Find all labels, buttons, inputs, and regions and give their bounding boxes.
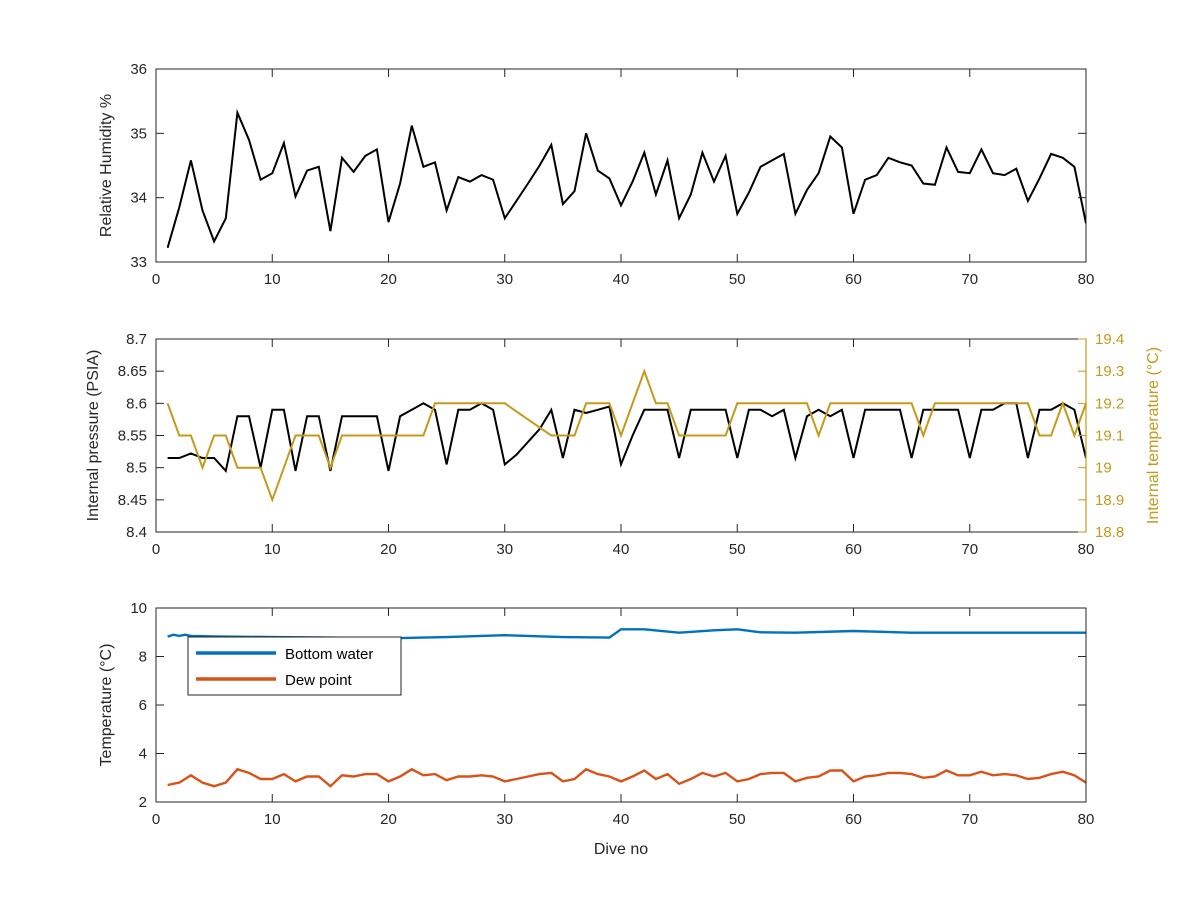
x-tick-label: 30 (496, 271, 513, 288)
y-tick-label: 36 (130, 61, 147, 78)
y-axis-label: Internal pressure (PSIA) (85, 350, 102, 522)
y2-tick-label: 19.1 (1095, 428, 1124, 445)
y-tick-label: 35 (130, 125, 147, 142)
y-tick-label: 8.7 (126, 331, 147, 348)
x-tick-label: 80 (1078, 541, 1095, 558)
x-tick-label: 50 (729, 811, 746, 828)
y-tick-label: 8.65 (118, 363, 147, 380)
x-tick-label: 40 (613, 541, 630, 558)
y-tick-label: 8.45 (118, 492, 147, 509)
legend-label-bottom-water: Bottom water (285, 646, 373, 663)
y2-tick-label: 18.8 (1095, 524, 1124, 541)
legend-label-dew-point: Dew point (285, 672, 353, 689)
x-tick-label: 50 (729, 271, 746, 288)
chart-panel-pressure: 0 10 20 30 40 50 60 70 80 8.4 8.45 8.5 8.55 8.6 8.65 8.… (85, 331, 1162, 558)
series-line-left-axis (166, 108, 1086, 249)
y2-tick-label: 19.3 (1095, 363, 1124, 380)
x-tick-label: 10 (264, 541, 281, 558)
series-line-bottom-water (167, 628, 1086, 640)
x-tick-label: 20 (380, 271, 397, 288)
y2-tick-label: 19.4 (1095, 331, 1124, 348)
y-tick-label: 2 (139, 794, 147, 811)
x-tick-label: 10 (264, 811, 281, 828)
y-tick-label: 8.55 (118, 428, 147, 445)
x-tick-label: 30 (496, 541, 513, 558)
series-line-right-axis (166, 368, 1086, 503)
y2-tick-label: 19 (1095, 460, 1112, 477)
y-tick-label: 34 (130, 190, 147, 207)
x-tick-label: 60 (845, 541, 862, 558)
chart-panel-rh: 0 10 20 30 40 50 60 70 80 33 34 35 36 Relative Humidi… (98, 61, 1094, 288)
x-tick-label: 20 (380, 811, 397, 828)
x-tick-label: 0 (152, 541, 160, 558)
x-tick-label: 40 (613, 271, 630, 288)
y-tick-label: 8.5 (126, 460, 147, 477)
x-tick-label: 70 (961, 811, 978, 828)
y2-tick-label: 18.9 (1095, 492, 1124, 509)
y2-axis-label: Internal temperature (°C) (1145, 347, 1162, 524)
y-tick-label: 4 (139, 746, 147, 763)
x-tick-label: 60 (845, 811, 862, 828)
x-tick-label: 0 (152, 271, 160, 288)
x-tick-label: 50 (729, 541, 746, 558)
y2-tick-label: 19.2 (1095, 395, 1124, 412)
x-tick-label: 40 (613, 811, 630, 828)
y-tick-label: 8.6 (126, 395, 147, 412)
x-axis-label: Dive no (594, 841, 648, 858)
x-tick-label: 70 (961, 541, 978, 558)
x-tick-label: 80 (1078, 271, 1095, 288)
x-tick-label: 0 (152, 811, 160, 828)
x-tick-label: 20 (380, 541, 397, 558)
y-tick-label: 10 (130, 600, 147, 617)
y-tick-label: 8 (139, 649, 147, 666)
legend-box (187, 636, 402, 696)
x-tick-label: 80 (1078, 811, 1095, 828)
x-tick-label: 70 (961, 271, 978, 288)
series-line-dew-point (167, 767, 1086, 788)
y-tick-label: 6 (139, 697, 147, 714)
chart-panel-temperature: 0 10 20 30 40 50 60 70 80 2 4 6 8 10 Temperature (°C) D… (98, 600, 1094, 858)
legend: Bottom water Dew point (187, 636, 402, 696)
y-tick-label: 8.4 (126, 524, 147, 541)
x-tick-label: 60 (845, 271, 862, 288)
x-tick-label: 30 (496, 811, 513, 828)
x-tick-label: 10 (264, 271, 281, 288)
y-tick-label: 33 (130, 254, 147, 271)
y-axis-label: Temperature (°C) (98, 644, 115, 767)
y-axis-label: Relative Humidity % (98, 94, 115, 237)
